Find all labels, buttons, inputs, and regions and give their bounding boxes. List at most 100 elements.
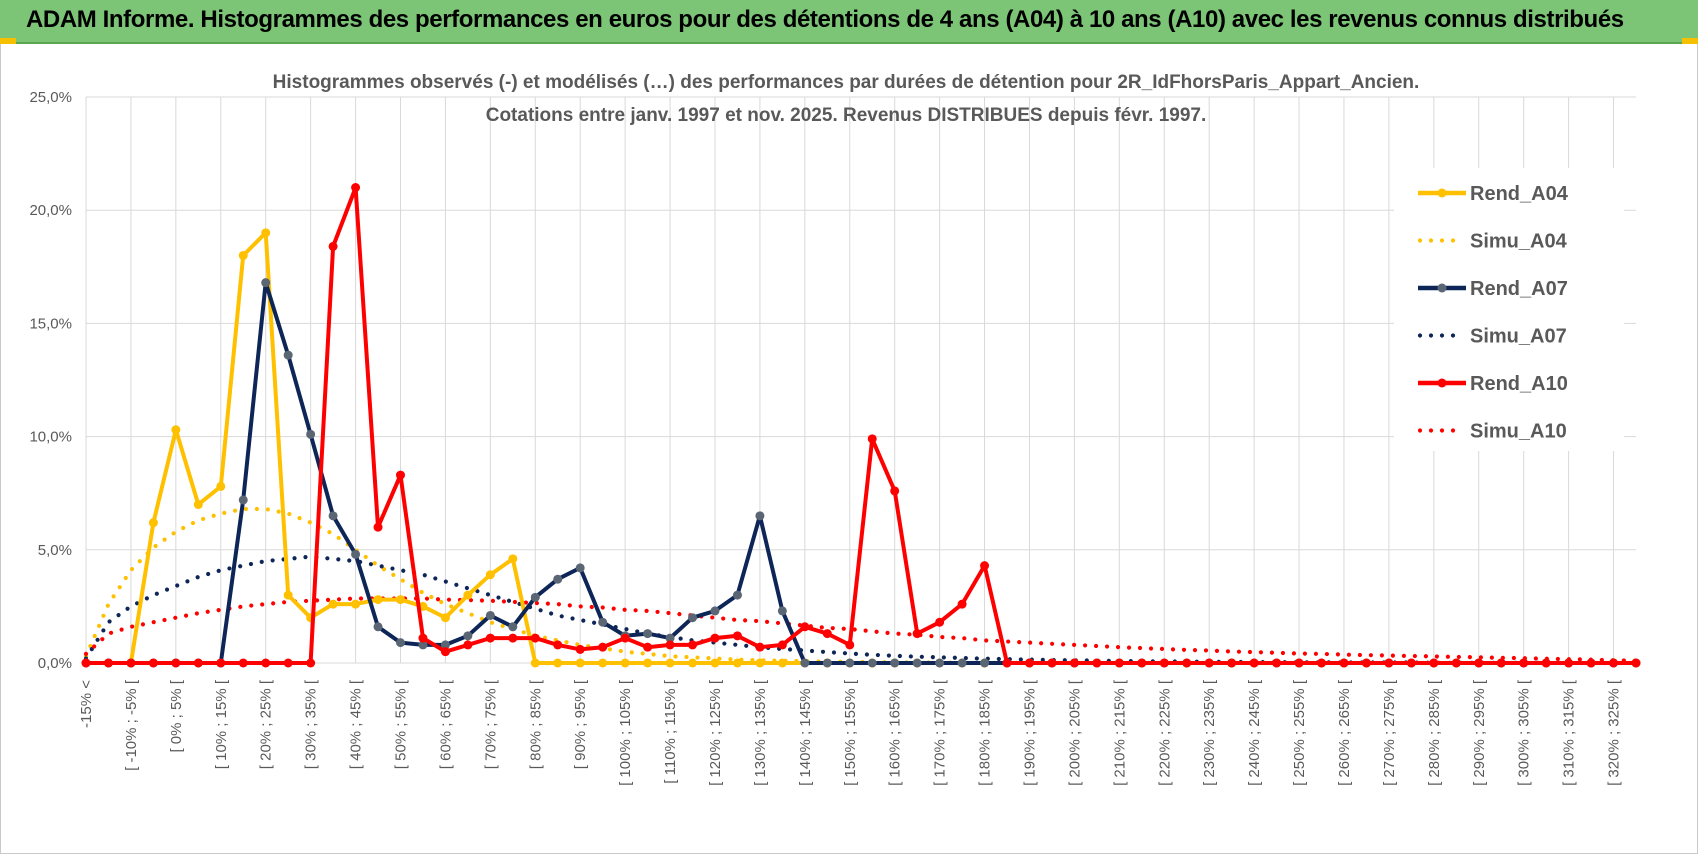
data-point	[485, 633, 495, 643]
series-lines	[81, 183, 1641, 668]
x-tick-label: [ 70% ; 75% [	[482, 679, 499, 769]
x-tick-label: [ 300% ; 305% [	[1516, 679, 1533, 786]
data-point	[463, 640, 473, 650]
data-point	[665, 658, 675, 668]
data-point	[395, 595, 405, 605]
series-line	[86, 185, 1636, 665]
data-point	[777, 640, 787, 650]
legend-item-Rend_A07: Rend_A07	[1418, 278, 1568, 300]
data-point	[912, 629, 922, 639]
x-tick-label: [ 10% ; 15% [	[213, 679, 230, 769]
data-point	[508, 622, 518, 632]
y-tick-label: 10,0%	[29, 429, 72, 446]
data-point	[1586, 658, 1596, 668]
data-point	[1204, 658, 1214, 668]
data-point	[395, 638, 405, 648]
x-tick-label: [ 230% ; 235% [	[1201, 679, 1218, 786]
x-tick-label: [ 60% ; 65% [	[437, 679, 454, 769]
data-point	[193, 658, 203, 668]
data-point	[283, 350, 293, 360]
y-tick-label: 25,0%	[29, 89, 72, 106]
data-point	[261, 228, 271, 238]
series-Simu_A10	[83, 596, 1639, 663]
data-point	[440, 647, 450, 657]
data-point	[216, 658, 226, 668]
data-point	[463, 590, 473, 600]
data-point	[845, 658, 855, 668]
data-point	[238, 495, 248, 505]
series-line	[83, 596, 1639, 663]
x-tick-label: [ 50% ; 55% [	[392, 679, 409, 769]
data-point	[1317, 658, 1327, 668]
data-point	[1159, 658, 1169, 668]
data-point	[1519, 658, 1529, 668]
data-point	[890, 658, 900, 668]
data-point	[732, 631, 742, 641]
data-point	[732, 658, 742, 668]
data-point	[103, 658, 113, 668]
x-tick-label: [ 100% ; 105% [	[617, 679, 634, 786]
legend-marker	[1437, 378, 1447, 388]
legend-item-Rend_A10: Rend_A10	[1418, 373, 1568, 395]
data-point	[530, 633, 540, 643]
data-point	[373, 622, 383, 632]
data-point	[351, 183, 361, 193]
x-tick-label: [ 280% ; 285% [	[1426, 679, 1443, 786]
data-point	[1339, 658, 1349, 668]
report-banner: ADAM Informe. Histogrammes des performan…	[0, 0, 1698, 44]
x-tick-label: [ 310% ; 315% [	[1561, 679, 1578, 786]
data-point	[710, 606, 720, 616]
data-point	[553, 574, 563, 584]
data-point	[732, 590, 742, 600]
data-point	[1474, 658, 1484, 668]
data-point	[1002, 658, 1012, 668]
data-point	[755, 511, 765, 521]
x-tick-label: [ 120% ; 125% [	[707, 679, 724, 786]
data-point	[283, 658, 293, 668]
data-point	[530, 658, 540, 668]
data-point	[620, 633, 630, 643]
legend-background	[1394, 168, 1624, 451]
data-point	[1384, 658, 1394, 668]
data-point	[1451, 658, 1461, 668]
data-point	[822, 629, 832, 639]
legend-item-Rend_A04: Rend_A04	[1418, 183, 1569, 205]
data-point	[1406, 658, 1416, 668]
x-tick-label: [ 80% ; 85% [	[527, 679, 544, 769]
data-point	[867, 434, 877, 444]
data-point	[1429, 658, 1439, 668]
data-point	[1564, 658, 1574, 668]
x-tick-label: [ 20% ; 25% [	[258, 679, 275, 769]
data-point	[283, 590, 293, 600]
data-point	[328, 511, 338, 521]
data-point	[418, 633, 428, 643]
corner-mark-left	[0, 38, 16, 44]
data-point	[643, 658, 653, 668]
data-point	[1137, 658, 1147, 668]
x-tick-label: [ 110% ; 115% [	[662, 679, 679, 784]
data-point	[485, 570, 495, 580]
x-tick-label: [ 150% ; 155% [	[842, 679, 859, 786]
data-point	[508, 633, 518, 643]
x-tick-label: [ 40% ; 45% [	[348, 679, 365, 769]
data-point	[1609, 658, 1619, 668]
data-point	[935, 658, 945, 668]
legend-item-Simu_A10: Simu_A10	[1417, 421, 1567, 443]
x-tick-label: [ 220% ; 225% [	[1156, 679, 1173, 786]
data-point	[598, 617, 608, 627]
data-point	[553, 658, 563, 668]
x-tick-label: [ 190% ; 195% [	[1021, 679, 1038, 786]
x-tick-label: [ 180% ; 185% [	[977, 679, 994, 786]
data-point	[373, 522, 383, 532]
data-point	[1047, 658, 1057, 668]
series-Simu_A07	[83, 554, 1639, 666]
data-point	[148, 518, 158, 528]
data-point	[777, 606, 787, 616]
data-point	[665, 633, 675, 643]
data-point	[1182, 658, 1192, 668]
data-point	[1294, 658, 1304, 668]
data-point	[1496, 658, 1506, 668]
data-point	[1092, 658, 1102, 668]
x-tick-label: [ 240% ; 245% [	[1246, 679, 1263, 786]
